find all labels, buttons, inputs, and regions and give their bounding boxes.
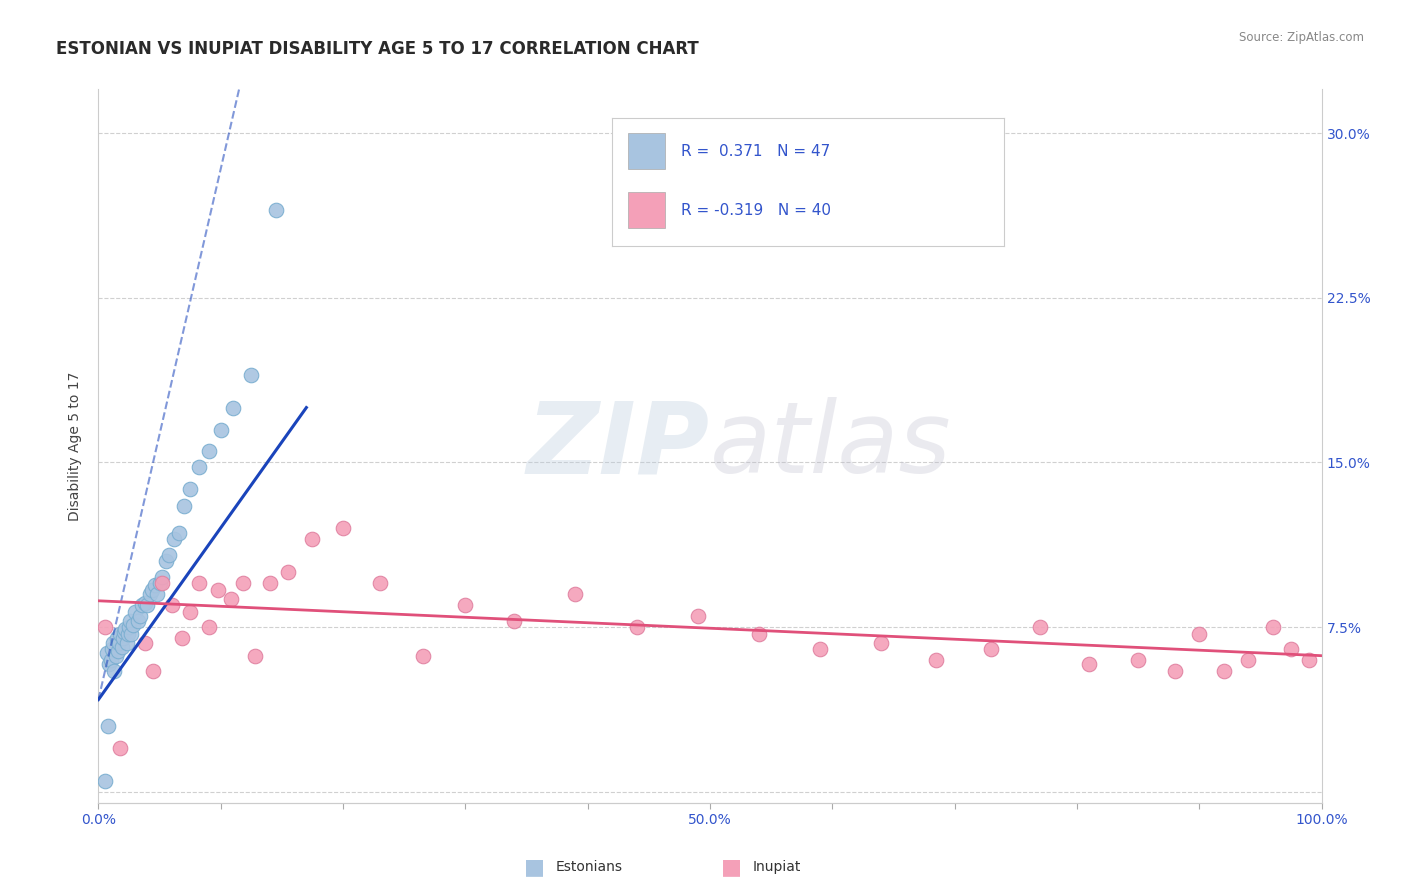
Text: atlas: atlas <box>710 398 952 494</box>
Point <box>187 459 209 474</box>
Point <box>111 631 134 645</box>
Point <box>243 648 266 663</box>
Point <box>209 423 232 437</box>
Point <box>141 582 163 597</box>
Point <box>93 620 115 634</box>
Point <box>1212 664 1234 678</box>
Point <box>197 444 219 458</box>
Point <box>105 631 128 645</box>
Point <box>240 368 263 382</box>
Point <box>150 576 173 591</box>
Point <box>170 631 193 645</box>
Point <box>98 657 121 672</box>
Point <box>686 609 709 624</box>
Point <box>120 626 142 640</box>
Point <box>96 647 118 661</box>
Point <box>134 635 156 649</box>
Point <box>115 635 138 649</box>
Point <box>142 664 165 678</box>
Point <box>114 623 136 637</box>
Point <box>150 569 173 583</box>
Text: ■: ■ <box>721 857 741 877</box>
Text: ZIP: ZIP <box>527 398 710 494</box>
Point <box>179 605 201 619</box>
Point <box>277 566 299 580</box>
Point <box>1078 657 1101 672</box>
Point <box>222 401 245 415</box>
Point <box>1164 664 1187 678</box>
Point <box>454 598 477 612</box>
Point <box>503 614 526 628</box>
Point <box>110 626 132 640</box>
Point <box>1029 620 1052 634</box>
Point <box>139 587 162 601</box>
Point <box>870 635 893 649</box>
Point <box>1261 620 1284 634</box>
Point <box>117 626 139 640</box>
Point <box>167 525 190 540</box>
Text: Estonians: Estonians <box>555 860 623 874</box>
Point <box>925 653 948 667</box>
Point <box>93 773 115 788</box>
Point <box>131 598 153 612</box>
Point <box>197 620 219 634</box>
Point <box>111 640 134 654</box>
Point <box>97 719 120 733</box>
Point <box>120 614 142 628</box>
Point <box>1128 653 1150 667</box>
Point <box>143 578 166 592</box>
Point <box>112 624 135 639</box>
Point <box>626 620 648 634</box>
Point <box>101 635 124 649</box>
Point <box>207 582 229 597</box>
Point <box>301 533 323 547</box>
Point <box>110 740 132 755</box>
Point <box>332 521 354 535</box>
Point <box>118 620 141 634</box>
Point <box>1237 653 1260 667</box>
Point <box>100 653 122 667</box>
Point <box>136 598 159 612</box>
Point <box>564 587 586 601</box>
Text: Source: ZipAtlas.com: Source: ZipAtlas.com <box>1239 31 1364 45</box>
Point <box>219 591 242 606</box>
Point <box>146 587 169 601</box>
Point <box>232 576 254 591</box>
Point <box>149 576 172 591</box>
Point <box>748 626 770 640</box>
Point <box>108 635 131 649</box>
Point <box>104 648 127 663</box>
Point <box>163 533 186 547</box>
Point <box>160 598 183 612</box>
Point <box>980 642 1002 657</box>
Point <box>1279 642 1302 657</box>
Point <box>127 614 149 628</box>
Point <box>107 644 129 658</box>
Point <box>259 576 281 591</box>
Point <box>368 576 391 591</box>
Point <box>1298 653 1320 667</box>
Point <box>808 642 831 657</box>
Point <box>412 648 434 663</box>
Point <box>103 664 125 678</box>
Text: Inupiat: Inupiat <box>752 860 800 874</box>
Point <box>121 618 143 632</box>
Point <box>101 642 124 657</box>
Point <box>1188 626 1211 640</box>
Text: ■: ■ <box>524 857 544 877</box>
Point <box>173 500 195 514</box>
Point <box>155 554 177 568</box>
Point <box>187 576 209 591</box>
Point <box>134 596 156 610</box>
Point <box>157 548 180 562</box>
Point <box>264 202 287 217</box>
Point <box>129 609 152 624</box>
Point <box>124 605 146 619</box>
Point <box>179 482 201 496</box>
Y-axis label: Disability Age 5 to 17: Disability Age 5 to 17 <box>69 371 83 521</box>
Text: ESTONIAN VS INUPIAT DISABILITY AGE 5 TO 17 CORRELATION CHART: ESTONIAN VS INUPIAT DISABILITY AGE 5 TO … <box>56 40 699 58</box>
